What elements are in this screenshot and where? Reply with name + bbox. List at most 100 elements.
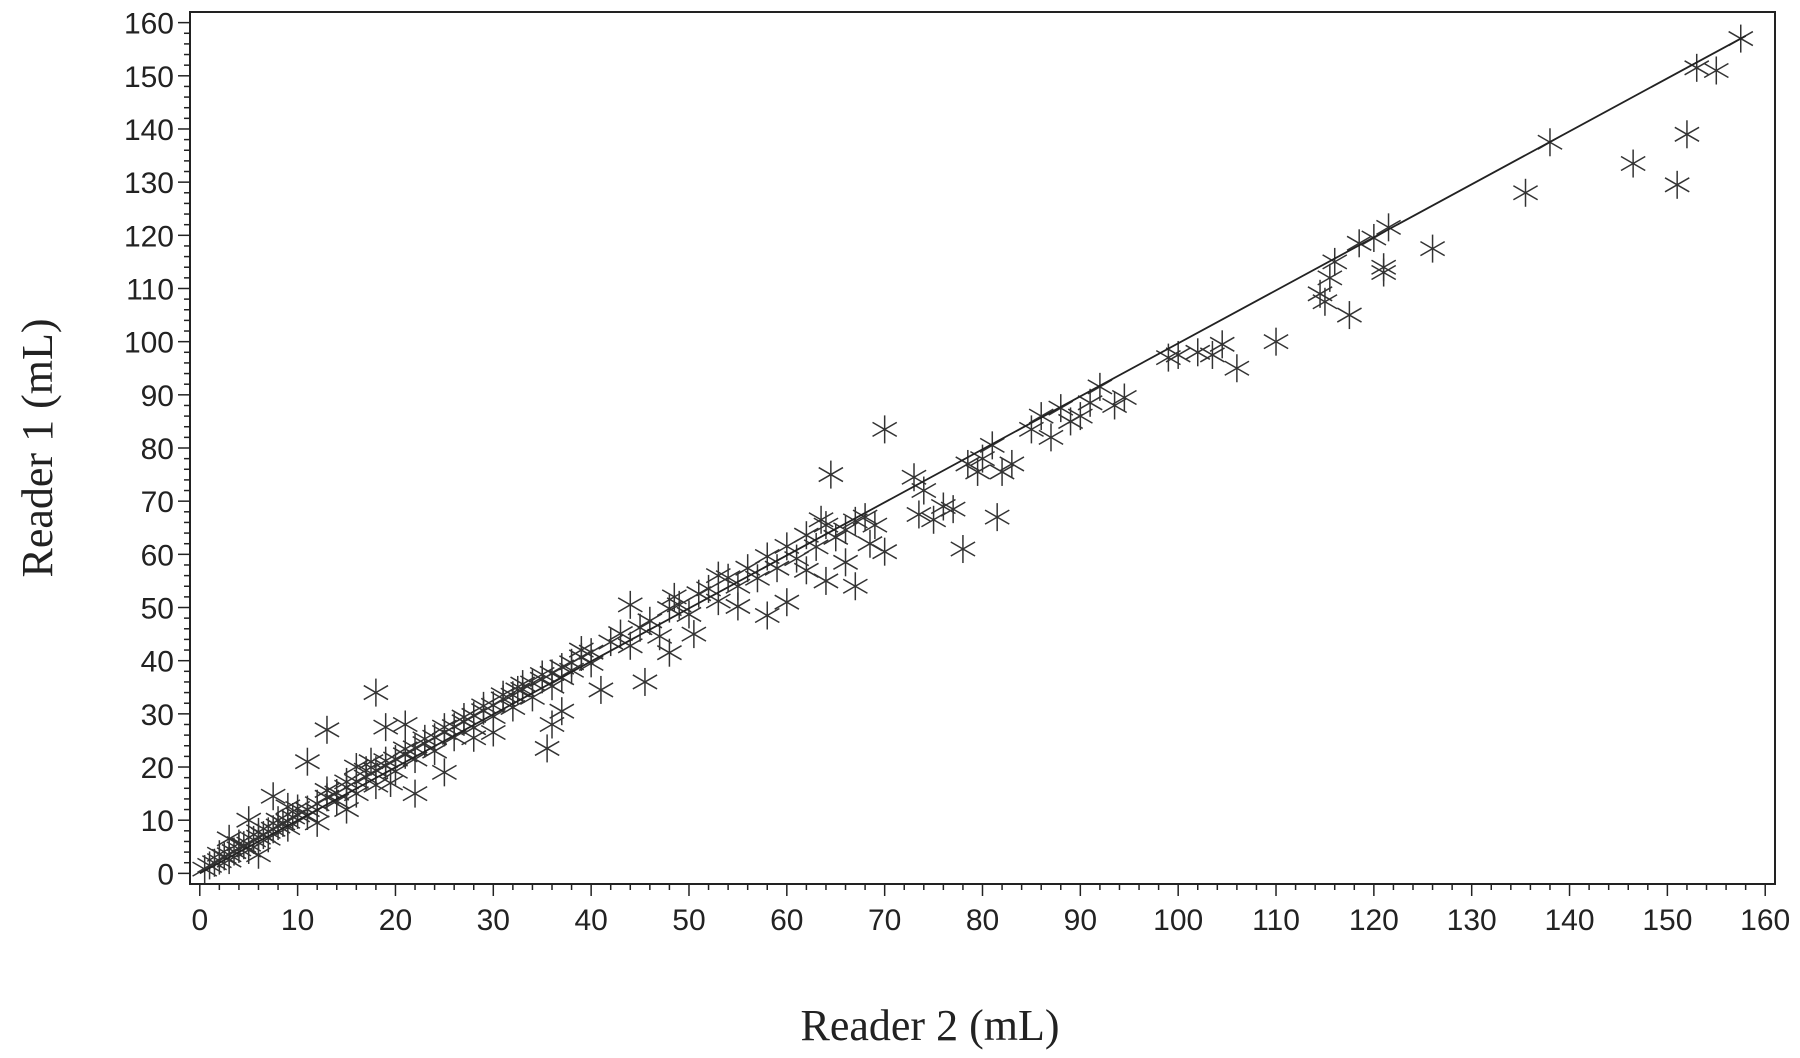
data-point: [955, 449, 981, 478]
data-point: [705, 561, 731, 590]
data-point: [343, 779, 369, 808]
x-tick-label: 90: [1064, 904, 1097, 937]
data-point: [1312, 287, 1338, 316]
data-point: [588, 675, 614, 704]
data-point: [216, 824, 242, 853]
y-tick-label: 70: [141, 486, 174, 519]
data-point: [1199, 340, 1225, 369]
data-point: [1376, 213, 1402, 242]
data-point: [627, 613, 653, 642]
data-point: [818, 460, 844, 489]
data-point: [681, 620, 707, 649]
data-point: [803, 532, 829, 561]
data-point: [539, 672, 565, 701]
y-tick-label: 0: [157, 858, 174, 891]
y-tick-label: 120: [124, 220, 174, 253]
x-tick-label: 20: [379, 904, 412, 937]
y-tick-label: 60: [141, 539, 174, 572]
data-point: [358, 747, 384, 776]
data-point: [862, 511, 888, 540]
data-point: [1346, 229, 1372, 258]
data-point: [378, 768, 404, 797]
data-point: [441, 723, 467, 752]
x-tick-label: 40: [574, 904, 607, 937]
data-point: [744, 564, 770, 593]
data-point: [578, 649, 604, 678]
data-point: [461, 723, 487, 752]
data-point: [500, 693, 526, 722]
data-point: [725, 592, 751, 621]
x-tick-label: 100: [1153, 904, 1203, 937]
data-point: [568, 636, 594, 665]
data-point: [705, 587, 731, 616]
data-point: [1185, 338, 1211, 367]
data-point: [1620, 149, 1646, 178]
data-point: [857, 529, 883, 558]
data-point: [294, 747, 320, 776]
data-point: [808, 505, 834, 534]
data-point: [422, 737, 448, 766]
data-point: [314, 715, 340, 744]
x-axis: 0 10 20 30 40 50 60 70 80 90 100 110 120 130 140 150 160: [191, 884, 1790, 937]
data-point: [617, 631, 643, 660]
data-point: [1664, 170, 1690, 199]
data-point: [314, 776, 340, 805]
data-point: [764, 554, 790, 583]
data-point: [661, 582, 687, 611]
x-tick-label: 160: [1740, 904, 1790, 937]
data-point: [833, 515, 859, 544]
data-point: [852, 503, 878, 532]
y-tick-label: 40: [141, 646, 174, 679]
data-point: [1077, 388, 1103, 417]
data-point: [842, 572, 868, 601]
data-point: [343, 753, 369, 782]
data-point: [872, 415, 898, 444]
data-point: [1371, 258, 1397, 287]
y-tick-label: 160: [124, 8, 174, 41]
y-tick-label: 150: [124, 61, 174, 94]
data-point: [872, 537, 898, 566]
data-point: [1102, 391, 1128, 420]
data-point: [950, 535, 976, 564]
data-point: [1420, 234, 1446, 263]
data-point: [676, 600, 702, 629]
y-tick-label: 130: [124, 167, 174, 200]
data-point: [431, 758, 457, 787]
data-point: [647, 622, 673, 651]
data-point: [534, 734, 560, 763]
data-point: [559, 656, 585, 685]
data-point: [324, 787, 350, 816]
y-tick-label: 20: [141, 752, 174, 785]
data-point: [304, 808, 330, 837]
y-tick-label: 50: [141, 593, 174, 626]
data-point: [1087, 372, 1113, 401]
x-axis-title: Reader 2 (mL): [801, 1001, 1060, 1050]
data-point: [1067, 402, 1093, 431]
data-point: [921, 505, 947, 534]
data-point: [363, 678, 389, 707]
data-point: [1336, 301, 1362, 330]
data-point: [793, 556, 819, 585]
data-point: [1018, 415, 1044, 444]
x-tick-label: 130: [1447, 904, 1497, 937]
data-point: [906, 500, 932, 529]
x-tick-label: 30: [477, 904, 510, 937]
data-point: [1028, 402, 1054, 431]
data-point: [1307, 279, 1333, 308]
data-point: [813, 566, 839, 595]
data-point: [1048, 394, 1074, 423]
data-point: [549, 697, 575, 726]
data-point: [1513, 178, 1539, 207]
x-tick-label: 0: [191, 904, 208, 937]
data-point: [392, 734, 418, 763]
x-tick-label: 120: [1349, 904, 1399, 937]
data-point: [402, 779, 428, 808]
x-tick-label: 70: [868, 904, 901, 937]
data-point: [1674, 120, 1700, 149]
y-tick-label: 140: [124, 114, 174, 147]
x-tick-label: 80: [966, 904, 999, 937]
y-axis: 0 10 20 30 40 50 60 70 80 90 100 110 120 130 140 150 160: [124, 8, 190, 891]
data-point: [833, 548, 859, 577]
y-tick-label: 30: [141, 699, 174, 732]
data-point: [260, 782, 286, 811]
